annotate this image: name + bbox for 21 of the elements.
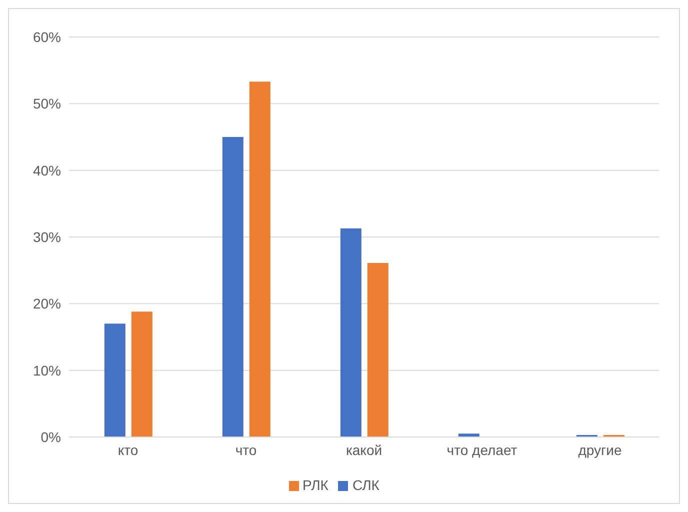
bar <box>104 324 126 437</box>
bar <box>131 312 152 437</box>
legend-label: РЛК <box>302 477 328 493</box>
bar <box>458 434 480 437</box>
bar <box>249 82 270 437</box>
bar <box>222 137 244 437</box>
bar <box>340 228 362 437</box>
x-tick-label: какой <box>346 442 382 458</box>
x-tick-label: другие <box>578 442 622 458</box>
y-tick-label: 10% <box>32 362 61 378</box>
x-tick-label: что делает <box>446 442 518 458</box>
y-tick-label: 60% <box>32 28 61 45</box>
y-tick-label: 0% <box>40 428 61 445</box>
x-tick-label: что <box>235 442 257 458</box>
y-tick-label: 40% <box>32 162 61 178</box>
legend-label: СЛК <box>352 477 380 493</box>
x-tick-label: кто <box>118 442 138 458</box>
y-tick-label: 20% <box>32 296 61 312</box>
y-tick-label: 50% <box>32 96 61 112</box>
bar <box>367 263 388 437</box>
y-tick-label: 30% <box>32 228 61 245</box>
